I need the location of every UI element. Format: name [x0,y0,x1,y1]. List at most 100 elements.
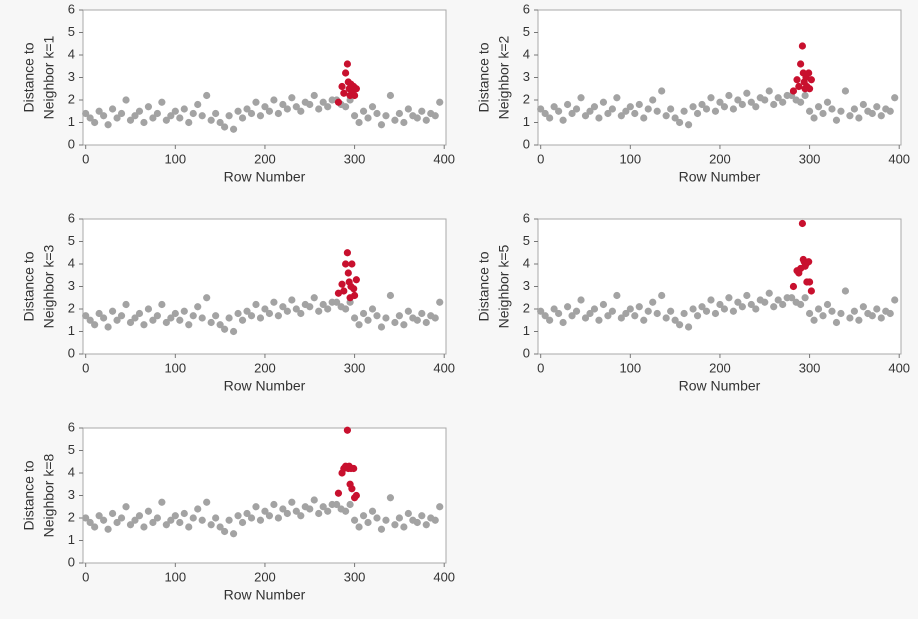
data-point [95,512,103,520]
data-point [198,516,206,524]
y-tick-label: 5 [68,233,75,248]
data-point [702,307,711,315]
data-point [743,291,751,300]
data-point [368,305,377,313]
data-point [149,518,157,527]
y-axis-label: Distance to [476,42,492,112]
data-point [788,294,796,302]
data-point [761,96,769,104]
plot-frame [82,427,447,564]
data-point [140,118,148,127]
data-point [86,114,94,122]
data-point [315,509,323,518]
data-point [158,98,166,106]
data-point [135,512,144,520]
subplot: 0 1 2 3 4 5 6 0 100 200 300 400 Row Number Distance t… [21,419,455,602]
data-point [261,103,269,111]
data-point [122,96,130,104]
data-point [599,300,608,309]
data-point [572,307,581,315]
data-point [247,514,256,522]
data-point [104,525,112,533]
data-point [198,314,206,322]
y-tick-label: 3 [523,69,530,84]
data-point [404,307,412,315]
data-point [418,107,426,115]
data-point [662,314,670,322]
data-point [122,503,130,511]
x-tick-label: 100 [164,151,186,166]
y-tick-label: 4 [523,255,530,270]
data-point [176,316,184,324]
data-point [352,85,360,93]
data-point [774,296,782,304]
data-point [247,109,256,118]
data-point [310,496,318,504]
data-point [342,507,350,515]
data-point [144,103,153,111]
y-axis-label: Distance to [21,460,37,530]
data-point [279,505,287,513]
x-tick-label: 400 [433,569,455,584]
data-point [832,318,841,327]
data-point [373,514,381,522]
data-point [144,507,153,515]
data-point [626,305,634,313]
data-point [185,321,193,329]
data-point [306,100,314,109]
data-point [113,518,121,527]
y-axis-label: Neighbor k=3 [41,244,57,328]
data-point [855,114,863,122]
data-point [306,505,314,513]
data-point [100,112,108,120]
data-point [676,118,684,127]
data-point [203,91,211,100]
data-point [324,103,332,111]
data-point [622,309,630,318]
data-point [400,118,408,127]
data-point [798,42,807,50]
data-point [221,325,229,333]
data-point [662,112,670,120]
data-point [225,516,233,524]
x-axis-label: Row Number [224,587,306,603]
data-point [698,100,706,109]
data-point [631,312,639,320]
data-point [82,312,90,320]
data-point [413,518,421,527]
data-point [846,314,854,322]
data-point [436,503,444,511]
data-point [431,516,439,524]
y-tick-label: 4 [68,464,75,479]
data-point [386,291,395,300]
data-point [350,112,359,120]
y-tick-label: 2 [68,91,75,106]
data-point [555,309,563,318]
data-point [333,500,341,509]
data-point [436,98,444,106]
data-point [212,109,220,118]
data-point [256,516,265,524]
data-point [577,94,585,102]
data-point [590,305,599,313]
data-point [774,94,782,102]
data-point [153,109,161,118]
data-point [359,309,368,318]
data-point [167,112,175,120]
x-axis-label: Row Number [224,169,306,185]
data-point [333,298,341,306]
plot-frame [537,218,902,355]
data-point [265,309,274,318]
data-point [855,316,863,324]
y-tick-label: 1 [523,114,530,129]
data-point [256,314,265,322]
data-point [667,307,675,315]
data-point [404,509,412,518]
data-point [158,300,166,309]
data-point [288,94,296,102]
data-point [563,303,572,311]
data-point [793,76,801,84]
x-tick-label: 200 [709,360,731,375]
data-point [795,82,803,91]
data-point [216,118,224,127]
